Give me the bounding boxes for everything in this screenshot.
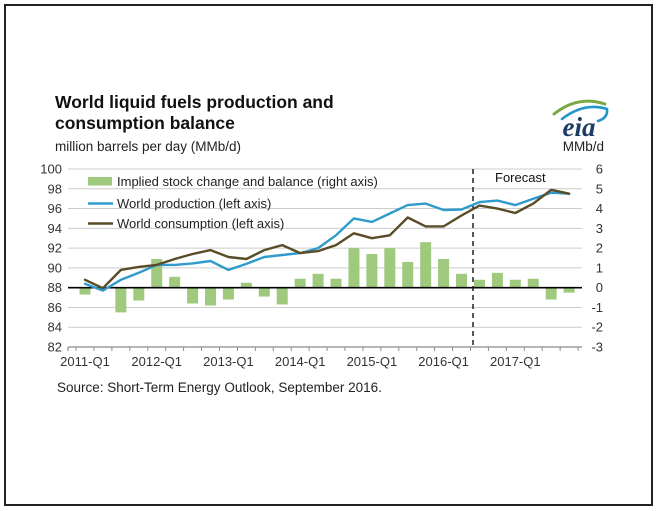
x-axis-tick-label: 2015-Q1	[347, 354, 398, 369]
left-axis-tick-label: 82	[48, 340, 62, 355]
legend-label-production: World production (left axis)	[117, 196, 271, 211]
x-axis-tick-label: 2011-Q1	[60, 354, 110, 369]
stock-change-bar	[456, 273, 468, 288]
right-axis-tick-label: 0	[596, 280, 603, 295]
stock-change-bar	[187, 287, 199, 304]
right-axis-tick-label: -2	[591, 320, 603, 335]
legend-swatch-stock-change	[88, 177, 112, 186]
stock-change-bar	[276, 287, 288, 305]
right-axis-tick-label: 3	[596, 221, 603, 236]
left-axis-tick-label: 84	[48, 320, 62, 335]
right-axis-tick-label: 2	[596, 241, 603, 256]
right-axis-unit-label: MMb/d	[562, 139, 604, 154]
left-axis-tick-label: 92	[48, 241, 62, 256]
left-axis-unit-label: million barrels per day (MMb/d)	[55, 139, 242, 154]
stock-change-bar	[222, 287, 234, 300]
left-axis-tick-label: 88	[48, 280, 62, 295]
left-axis-tick-label: 90	[48, 260, 62, 275]
stock-change-bar	[133, 287, 145, 301]
left-axis-tick-label: 96	[48, 201, 62, 216]
forecast-label: Forecast	[495, 170, 546, 185]
chart-title-line1: World liquid fuels production and	[55, 92, 334, 112]
page-border-frame	[4, 4, 653, 506]
left-axis-tick-label: 94	[48, 221, 62, 236]
right-axis-tick-label: 6	[596, 162, 603, 177]
left-axis-tick-label: 100	[40, 162, 62, 177]
legend-label-stock-change: Implied stock change and balance (right …	[117, 174, 378, 189]
right-axis-tick-label: 4	[596, 201, 603, 216]
stock-change-bar	[438, 258, 450, 288]
stock-change-bar	[402, 261, 414, 288]
stock-change-bar	[205, 287, 217, 306]
production-line	[83, 191, 571, 292]
stock-change-bar	[563, 287, 575, 293]
stock-change-bar	[258, 287, 270, 297]
stock-change-bar	[491, 272, 503, 288]
left-axis-tick-label: 86	[48, 300, 62, 315]
right-axis-tick-label: -1	[591, 300, 603, 315]
stock-change-bar	[473, 279, 485, 288]
stock-change-bar	[330, 278, 342, 288]
eia-logo-text: eia	[563, 112, 596, 142]
chart-plot: Forecast 100 98 96 94 92 90 88 86 84 82 6 5 4 3 2 1 0 -1 -2…	[40, 162, 603, 370]
stock-change-bar	[545, 287, 557, 300]
left-axis-tick-label: 98	[48, 181, 62, 196]
stock-change-bar	[527, 278, 539, 288]
right-axis-tick-label: 5	[596, 181, 603, 196]
source-note: Source: Short-Term Energy Outlook, Septe…	[57, 380, 382, 395]
stock-change-bar	[384, 248, 396, 288]
x-axis-tick-label: 2017-Q1	[490, 354, 541, 369]
x-axis-tick-label: 2012-Q1	[131, 354, 182, 369]
eia-logo: eia	[552, 99, 609, 142]
stock-change-bar	[240, 282, 252, 288]
stock-change-bar	[509, 279, 521, 288]
stock-change-bar	[169, 276, 181, 288]
chart-title-line2: consumption balance	[55, 113, 235, 133]
eia-logo-blue-swoosh	[560, 105, 609, 123]
right-axis-tick-label: 1	[596, 260, 603, 275]
stock-change-bar	[348, 248, 360, 288]
stock-change-bar	[294, 278, 306, 288]
eia-logo-green-swoosh	[552, 99, 607, 116]
legend-label-consumption: World consumption (left axis)	[117, 216, 284, 231]
stock-change-bar	[366, 254, 378, 288]
stock-change-bar	[151, 258, 163, 288]
right-axis-tick-label: -3	[591, 340, 603, 355]
stock-change-bar	[312, 273, 324, 288]
consumption-line	[83, 188, 571, 290]
stock-change-bar	[420, 242, 432, 288]
chart-title: World liquid fuels production and consum…	[55, 92, 334, 134]
x-axis-tick-label: 2014-Q1	[275, 354, 326, 369]
x-axis-tick-label: 2013-Q1	[203, 354, 254, 369]
x-axis-tick-label: 2016-Q1	[418, 354, 469, 369]
stock-change-bar	[79, 287, 91, 295]
stock-change-bar	[115, 287, 127, 313]
